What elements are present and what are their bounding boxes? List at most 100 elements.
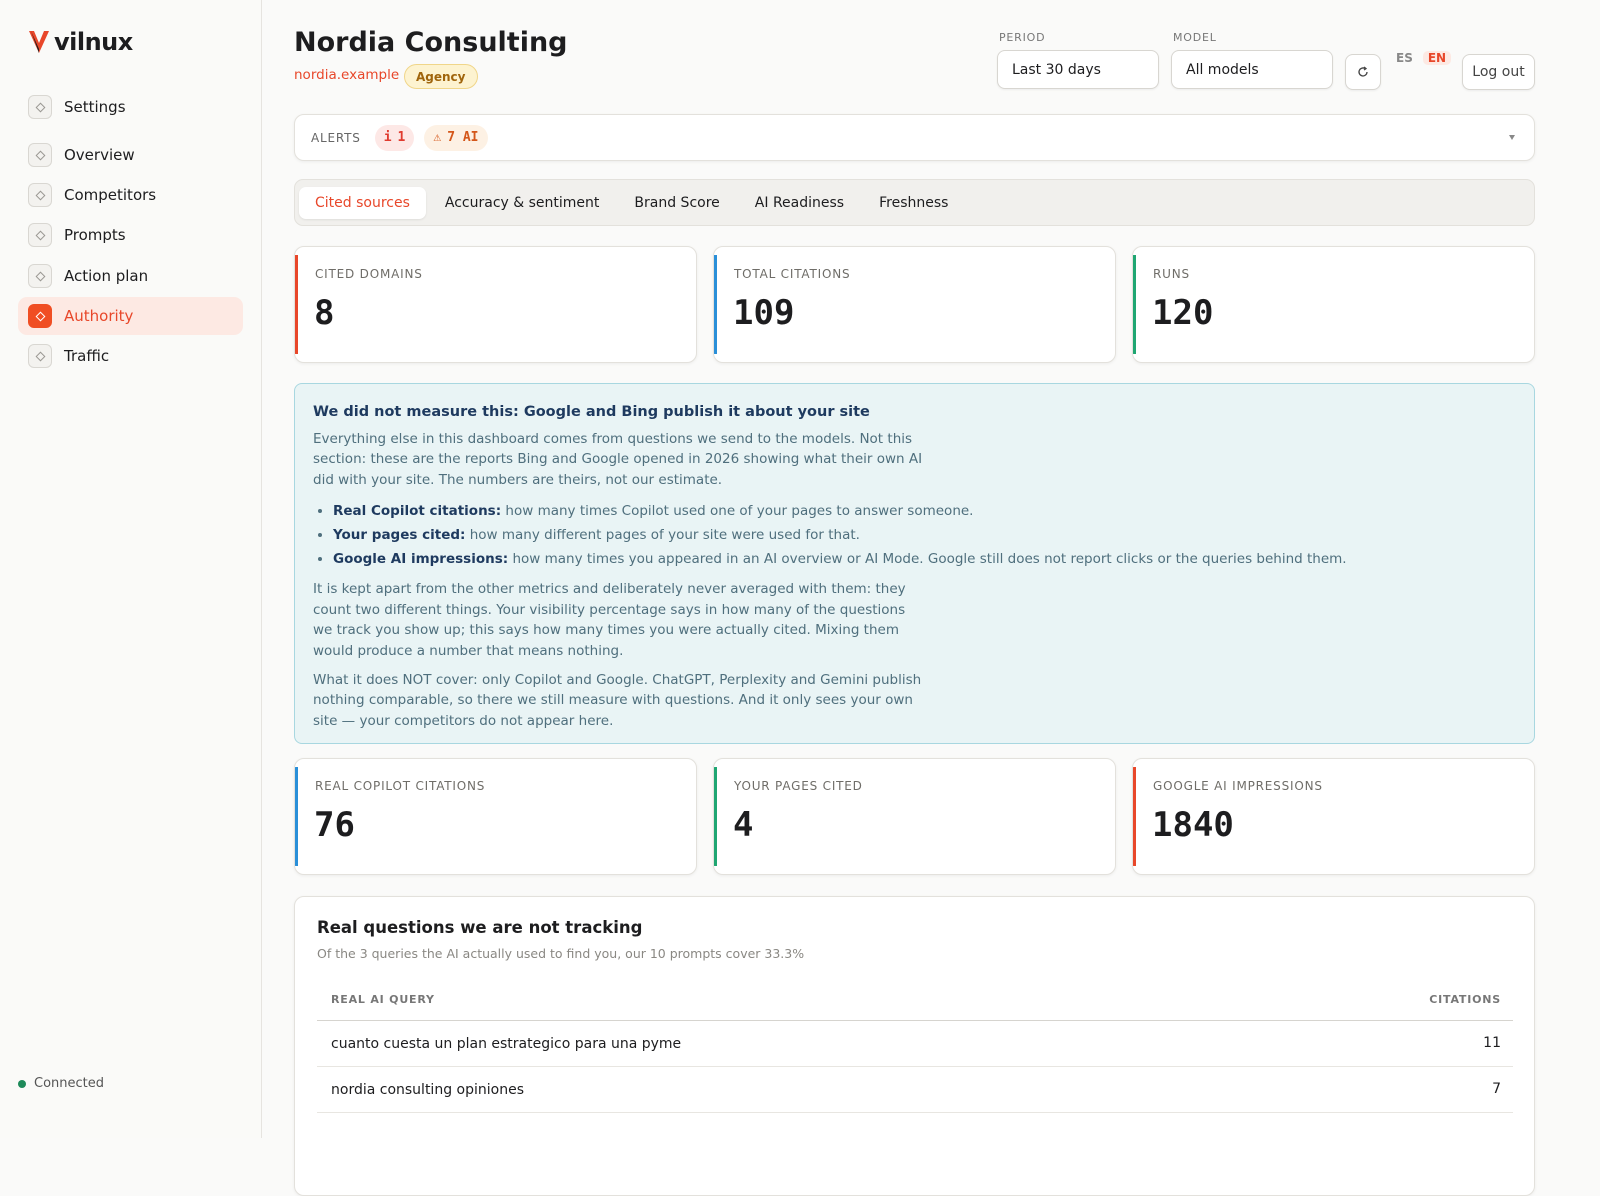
- kpi-value: 76: [314, 805, 355, 845]
- info-box: We did not measure this: Google and Bing…: [294, 383, 1535, 744]
- icon-shape: [35, 351, 45, 361]
- kpi-accent: [1133, 255, 1136, 354]
- kpi-value: 109: [733, 293, 795, 333]
- nav-item[interactable]: Action plan: [18, 257, 243, 295]
- language-switch: ES EN: [1396, 51, 1452, 65]
- nav-icon: [28, 304, 52, 328]
- bullet-term: Google AI impressions:: [333, 550, 509, 567]
- nav-item[interactable]: Authority: [18, 297, 243, 335]
- nav-item[interactable]: Settings: [18, 88, 243, 126]
- table-title: Real questions we are not tracking: [317, 918, 643, 937]
- bullet-text: how many different pages of your site we…: [469, 526, 860, 543]
- period-select[interactable]: Last 30 days: [997, 50, 1159, 89]
- tab[interactable]: Brand Score: [634, 194, 720, 211]
- nav-label: Prompts: [64, 226, 126, 244]
- body: vilnux Settings Overview Competitors Prompt…: [0, 0, 1600, 1138]
- nav-icon: [28, 183, 52, 207]
- table-subtitle: Of the 3 queries the AI actually used to…: [317, 946, 805, 961]
- kpi-accent: [714, 767, 717, 866]
- nav-label: Settings: [64, 98, 126, 116]
- info-bullet: Google AI impressions: how many times yo…: [333, 547, 1516, 571]
- info-paragraph: What it does NOT cover: only Copilot and…: [313, 671, 922, 730]
- tab[interactable]: Cited sources: [299, 186, 426, 219]
- language-option[interactable]: ES: [1396, 51, 1413, 65]
- table-row: nordia consulting opiniones 7: [317, 1067, 1513, 1113]
- citations-cell: 11: [1483, 1035, 1501, 1051]
- account-badge: Agency: [404, 64, 478, 89]
- expand-caret: [1509, 135, 1515, 140]
- kpi-value: 4: [733, 805, 754, 845]
- table-header: REAL AI QUERY CITATIONS: [317, 975, 1513, 1021]
- nav-item[interactable]: Traffic: [18, 337, 243, 375]
- language-option[interactable]: EN: [1422, 51, 1452, 65]
- bullet-term: Real Copilot citations:: [333, 502, 502, 519]
- logo: vilnux: [28, 28, 133, 56]
- column-header: CITATIONS: [1429, 993, 1501, 1006]
- kpi-accent: [714, 255, 717, 354]
- query-cell: nordia consulting opiniones: [331, 1082, 524, 1098]
- page-title: Nordia Consulting: [294, 27, 568, 58]
- kpi-card: TOTAL CITATIONS 109: [713, 246, 1116, 363]
- kpi-card: RUNS 120: [1132, 246, 1535, 363]
- bullet-term: Your pages cited:: [333, 526, 466, 543]
- alert-badge[interactable]: ⚠ 7 AI: [424, 124, 488, 151]
- nav-icon: [28, 264, 52, 288]
- tab[interactable]: Freshness: [879, 194, 949, 211]
- nav-label: Authority: [64, 307, 134, 325]
- info-intro: Everything else in this dashboard comes …: [313, 430, 923, 489]
- refresh-button[interactable]: [1345, 54, 1381, 90]
- query-cell: cuanto cuesta un plan estrategico para u…: [331, 1036, 682, 1052]
- alert-icon: i: [383, 130, 392, 145]
- kpi-label: REAL COPILOT CITATIONS: [315, 779, 486, 793]
- info-bullet: Your pages cited: how many different pag…: [333, 523, 1516, 547]
- logo-mark: [29, 31, 49, 53]
- kpi-card: CITED DOMAINS 8: [294, 246, 697, 363]
- info-paragraph: It is kept apart from the other metrics …: [313, 580, 906, 659]
- column-header: REAL AI QUERY: [331, 993, 435, 1006]
- kpi-accent: [295, 767, 298, 866]
- kpi-label: TOTAL CITATIONS: [734, 267, 851, 281]
- nav-label: Overview: [64, 146, 135, 164]
- domain-link[interactable]: nordia.example: [294, 67, 400, 83]
- status-text: Connected: [34, 1076, 105, 1091]
- tab[interactable]: AI Readiness: [754, 194, 845, 211]
- kpi-value: 8: [314, 293, 335, 333]
- kpi-value: 120: [1152, 293, 1214, 333]
- kpi-label: YOUR PAGES CITED: [734, 779, 863, 793]
- nav-item[interactable]: Competitors: [18, 176, 243, 214]
- icon-shape: [35, 230, 45, 240]
- model-select[interactable]: All models: [1171, 50, 1333, 89]
- info-title: We did not measure this: Google and Bing…: [313, 404, 870, 420]
- info-bullet: Real Copilot citations: how many times C…: [333, 499, 1516, 523]
- kpi-label: CITED DOMAINS: [315, 267, 423, 281]
- kpi-card: GOOGLE AI IMPRESSIONS 1840: [1132, 758, 1535, 875]
- tabs: Cited sources Accuracy & sentiment Brand S…: [294, 179, 1535, 226]
- kpi-card: YOUR PAGES CITED 4: [713, 758, 1116, 875]
- kpi-value: 1840: [1152, 805, 1234, 845]
- nav-item[interactable]: Overview: [18, 136, 243, 174]
- nav-icon: [28, 344, 52, 368]
- table-row: cuanto cuesta un plan estrategico para u…: [317, 1021, 1513, 1067]
- nav-label: Traffic: [64, 347, 110, 365]
- kpi-label: RUNS: [1153, 267, 1190, 281]
- tab[interactable]: Accuracy & sentiment: [444, 194, 600, 211]
- nav-item[interactable]: Prompts: [18, 216, 243, 254]
- kpi-label: GOOGLE AI IMPRESSIONS: [1153, 779, 1323, 793]
- nav-label: Competitors: [64, 186, 157, 204]
- alert-count: 1: [397, 130, 406, 145]
- icon-shape: [35, 271, 45, 281]
- alerts-bar[interactable]: ALERTS i 1 ⚠ 7 AI: [294, 114, 1535, 161]
- page: Nordia Consulting { "sidebar": { "logo":…: [0, 0, 1600, 1138]
- query-table-card: Real questions we are not tracking Of th…: [294, 896, 1535, 1196]
- icon-shape: [35, 190, 45, 200]
- model-label: MODEL: [1173, 31, 1217, 44]
- icon-shape: [35, 150, 45, 160]
- nav-icon: [28, 143, 52, 167]
- period-label: PERIOD: [999, 31, 1046, 44]
- main: Nordia Consulting nordia.example Agency …: [294, 0, 1535, 1196]
- logout-button[interactable]: Log out: [1462, 54, 1535, 90]
- nav-label: Action plan: [64, 267, 149, 285]
- alert-icon: ⚠: [433, 130, 442, 145]
- sidebar: vilnux Settings Overview Competitors Prompt…: [0, 0, 262, 1138]
